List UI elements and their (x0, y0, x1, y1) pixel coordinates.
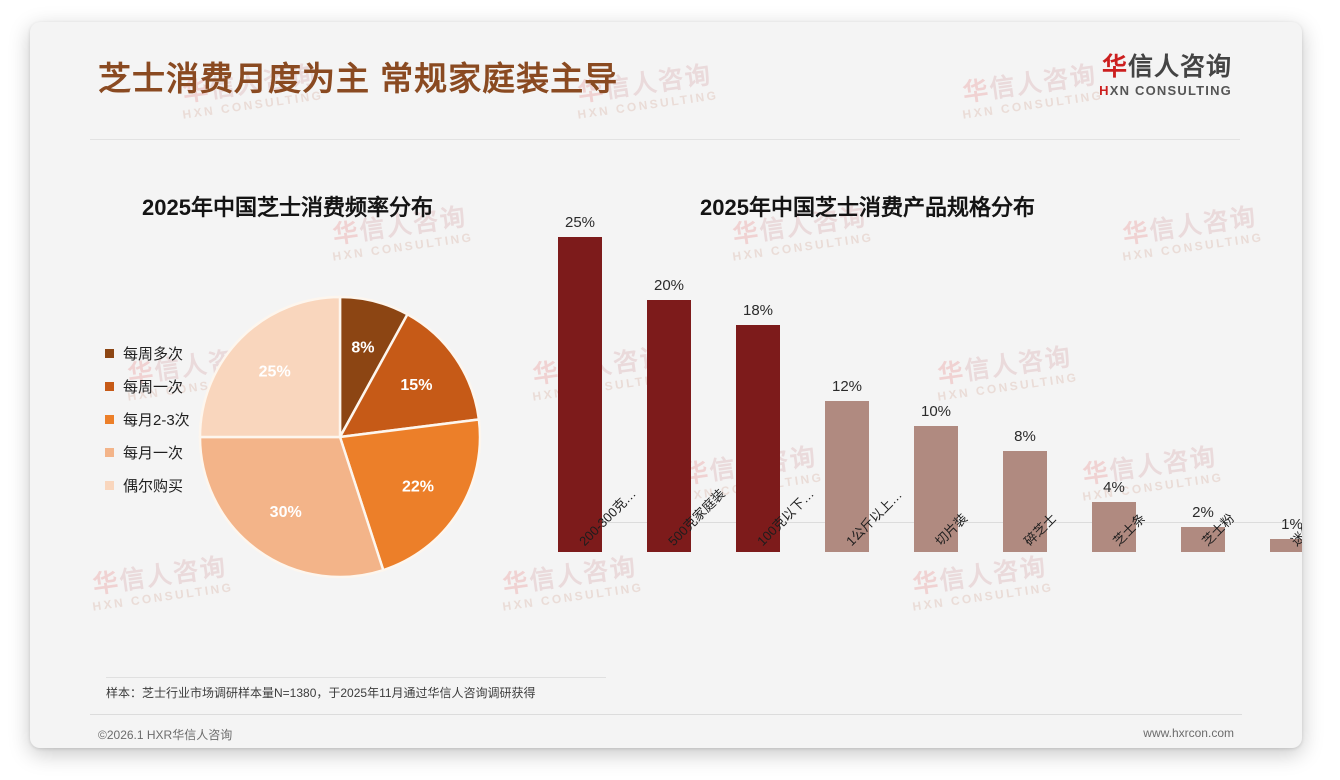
pie-slice-label: 25% (259, 364, 291, 381)
logo-chinese: 华信人咨询 (1099, 54, 1232, 80)
pie-chart-svg: 8% 15% 22% 30% 25% (198, 295, 482, 579)
legend-swatch-icon (105, 349, 114, 358)
logo-english-first: H (1099, 83, 1110, 99)
bar-column[interactable]: 20% (647, 212, 691, 552)
legend-swatch-icon (105, 382, 114, 391)
bar-value-label: 1% (1281, 516, 1302, 534)
bar-rect[interactable] (1092, 501, 1136, 552)
bar-value-label: 8% (1014, 428, 1036, 446)
copyright-text: ©2026.1 HXR华信人咨询 (98, 728, 233, 742)
pie-legend-item[interactable]: 偶尔购买 (105, 469, 190, 502)
legend-swatch-icon (105, 481, 114, 490)
bar-column[interactable]: 1% (1270, 212, 1302, 552)
pie-legend-label: 每月2-3次 (123, 412, 190, 429)
pie-legend-item[interactable]: 每周一次 (105, 370, 190, 403)
logo-english-rest: XN CONSULTING (1109, 83, 1232, 99)
slide-header: 芝士消费月度为主 常规家庭装主导 华信人咨询 HXN CONSULTING (30, 22, 1302, 112)
slide-canvas: 华信人咨询 HXN CONSULTING 华信人咨询 HXN CONSULTING 华信… (30, 22, 1302, 748)
pie-slice-label: 22% (402, 479, 434, 496)
pie-legend: 每周多次每周一次每月2-3次 每月一次偶尔购买 (105, 337, 190, 502)
slide-footer: ©2026.1 HXR华信人咨询 www.hxrcon.com (90, 722, 1242, 748)
bar-value-label: 2% (1192, 503, 1214, 521)
bar-column[interactable]: 2% (1181, 212, 1225, 552)
pie-slice[interactable] (338, 418, 482, 572)
bar-rect[interactable] (914, 426, 958, 552)
bar-rect[interactable] (1270, 539, 1302, 552)
bar-chart-title: 2025年中国芝士消费产品规格分布 (700, 195, 1035, 220)
bar-rect[interactable] (558, 237, 602, 552)
bar-rect[interactable] (825, 400, 869, 552)
bar-rect[interactable] (1003, 451, 1047, 552)
bar-value-label: 4% (1103, 478, 1125, 496)
pie-slice-label: 30% (270, 504, 302, 521)
bar-value-label: 10% (920, 403, 952, 421)
bar-value-label: 18% (742, 302, 774, 320)
bar-rect[interactable] (647, 300, 691, 552)
bar-column[interactable]: 4% (1092, 212, 1136, 552)
footer-divider (90, 714, 1242, 715)
bar-column[interactable]: 12% (825, 212, 869, 552)
legend-swatch-icon (105, 448, 114, 457)
logo-english: HXN CONSULTING (1099, 83, 1232, 98)
bar-chart: 25% 200-300克… 20% 500克家庭装 18% 100克以下… 12% 1公斤以上… (500, 172, 1302, 582)
legend-swatch-icon (105, 415, 114, 424)
pie-legend-item[interactable]: 每月一次 (105, 436, 190, 469)
logo-chinese-first: 华 (1101, 53, 1128, 81)
bar-rect[interactable] (1181, 526, 1225, 552)
bar-value-label: 25% (564, 214, 596, 232)
bar-column[interactable]: 18% (736, 212, 780, 552)
footnote-text: 样本：芝士行业市场调研样本量N=1380，于2025年11月通过华信人咨询调研获… (106, 686, 536, 700)
logo-chinese-rest: 信人咨询 (1127, 53, 1232, 81)
pie-legend-label: 每月一次 (123, 445, 184, 462)
pie-slice-label: 8% (351, 340, 374, 357)
bar-column[interactable]: 10% (914, 212, 958, 552)
pie-slice[interactable] (337, 312, 481, 439)
bar-value-label: 20% (653, 277, 685, 295)
pie-legend-label: 偶尔购买 (123, 478, 184, 495)
pie-slice[interactable] (198, 435, 385, 579)
page-title: 芝士消费月度为主 常规家庭装主导 (98, 60, 619, 97)
pie-legend-label: 每周一次 (123, 379, 184, 396)
header-divider (90, 139, 1240, 140)
pie-slice-label: 15% (400, 377, 432, 394)
pie-legend-item[interactable]: 每周多次 (105, 337, 190, 370)
pie-legend-item[interactable]: 每月2-3次 (105, 403, 190, 436)
pie-chart-title: 2025年中国芝士消费频率分布 (142, 195, 433, 220)
bar-rect[interactable] (736, 325, 780, 552)
charts-region: 2025年中国芝士消费频率分布 2025年中国芝士消费产品规格分布 每周多次 每周… (30, 152, 1302, 672)
bar-chart-plot: 25% 200-300克… 20% 500克家庭装 18% 100克以下… 12% 1公斤以上… (530, 182, 1302, 552)
bar-value-label: 12% (831, 377, 863, 395)
bar-column[interactable]: 25% (558, 212, 602, 552)
footnote-divider (106, 677, 606, 678)
website-url[interactable]: www.hxrcon.com (1143, 726, 1234, 740)
pie-legend-label: 每周多次 (123, 346, 184, 363)
bar-column[interactable]: 8% (1003, 212, 1047, 552)
pie-slice[interactable] (198, 295, 342, 439)
brand-logo: 华信人咨询 HXN CONSULTING (1099, 54, 1232, 98)
pie-chart: 8% 15% 22% 30% 25% (195, 292, 485, 582)
